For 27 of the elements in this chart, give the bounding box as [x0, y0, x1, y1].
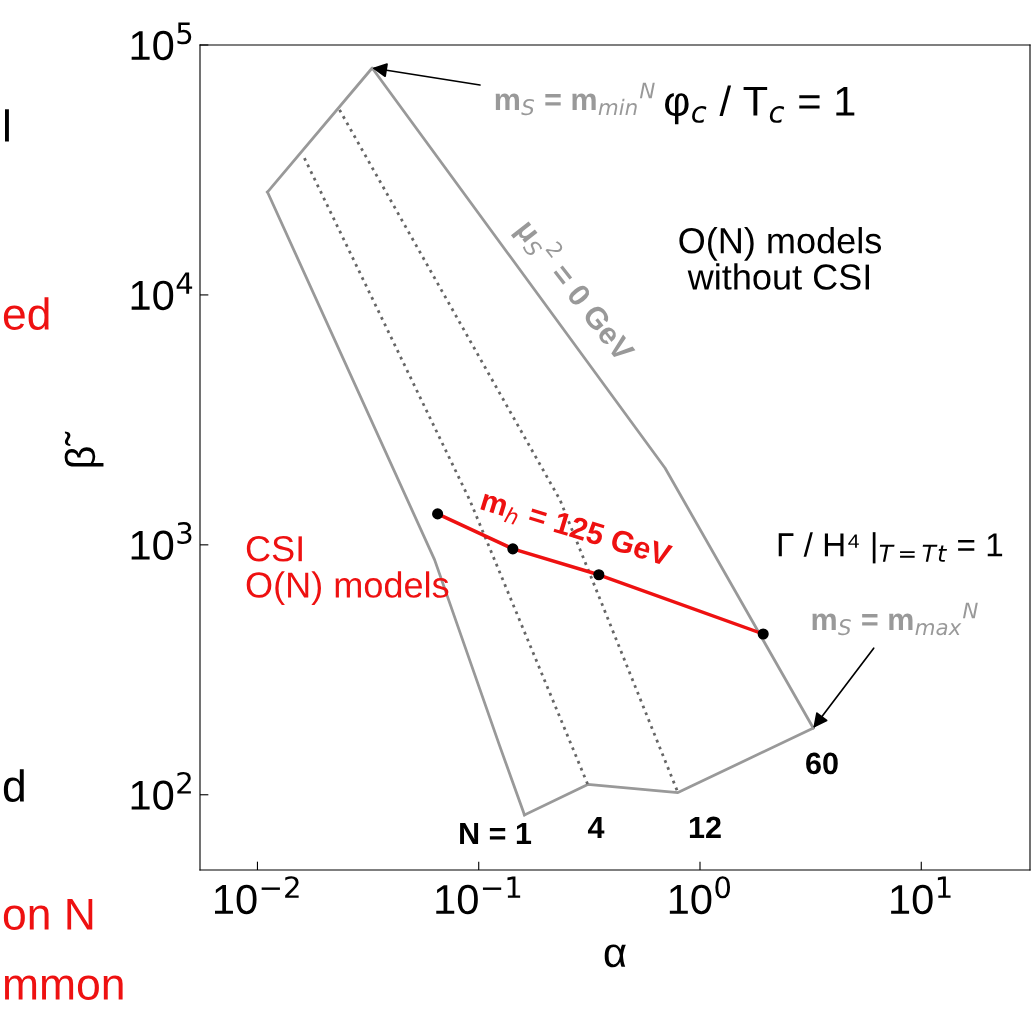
y-axis-title: β̃ — [64, 431, 104, 467]
y-tick-label: 10$^{5}$ — [131, 22, 192, 61]
annotation: Γ / H⁴ |$_{T=Tt}$ = 1 — [778, 532, 1003, 564]
annotation: 4 — [587, 816, 605, 838]
x-tick-label: 10$^{0}$ — [669, 876, 731, 915]
annotation: O(N) models without CSI — [679, 227, 882, 290]
annotation: m$_{h}$ = 125 GeV — [478, 488, 674, 572]
y-tick-label: 10$^{4}$ — [131, 272, 193, 311]
annotation: CSI O(N) models — [246, 535, 449, 605]
text: mmon — [4, 975, 123, 1000]
x-tick-label: 10$^{1}$ — [891, 876, 951, 915]
text: l — [4, 109, 9, 142]
annotation: 60 — [806, 752, 838, 775]
annotation: μ$_{S}$$^{2}$ = 0 GeV — [510, 214, 641, 367]
y-tick-label: 10$^{3}$ — [131, 522, 192, 561]
x-tick-label: 10$^{−2}$ — [215, 876, 299, 915]
y-tick-label: 10$^{2}$ — [131, 771, 191, 810]
annotation: m$_{S}$ = m$_{max}$$^{N}$ — [812, 602, 978, 636]
annotation: 12 — [689, 816, 721, 838]
x-axis-title: α — [604, 944, 626, 968]
text: on N — [3, 898, 93, 930]
annotation: φ$_{c}$ / T$_{c}$ = 1 — [665, 85, 855, 125]
text: ed — [3, 297, 49, 330]
text: d — [3, 769, 24, 802]
annotation: N = 1 — [460, 822, 532, 844]
x-tick-label: 10$^{−1}$ — [436, 876, 521, 915]
annotation: m$_{S}$ = m$_{min}$$^{N}$ — [495, 82, 655, 116]
